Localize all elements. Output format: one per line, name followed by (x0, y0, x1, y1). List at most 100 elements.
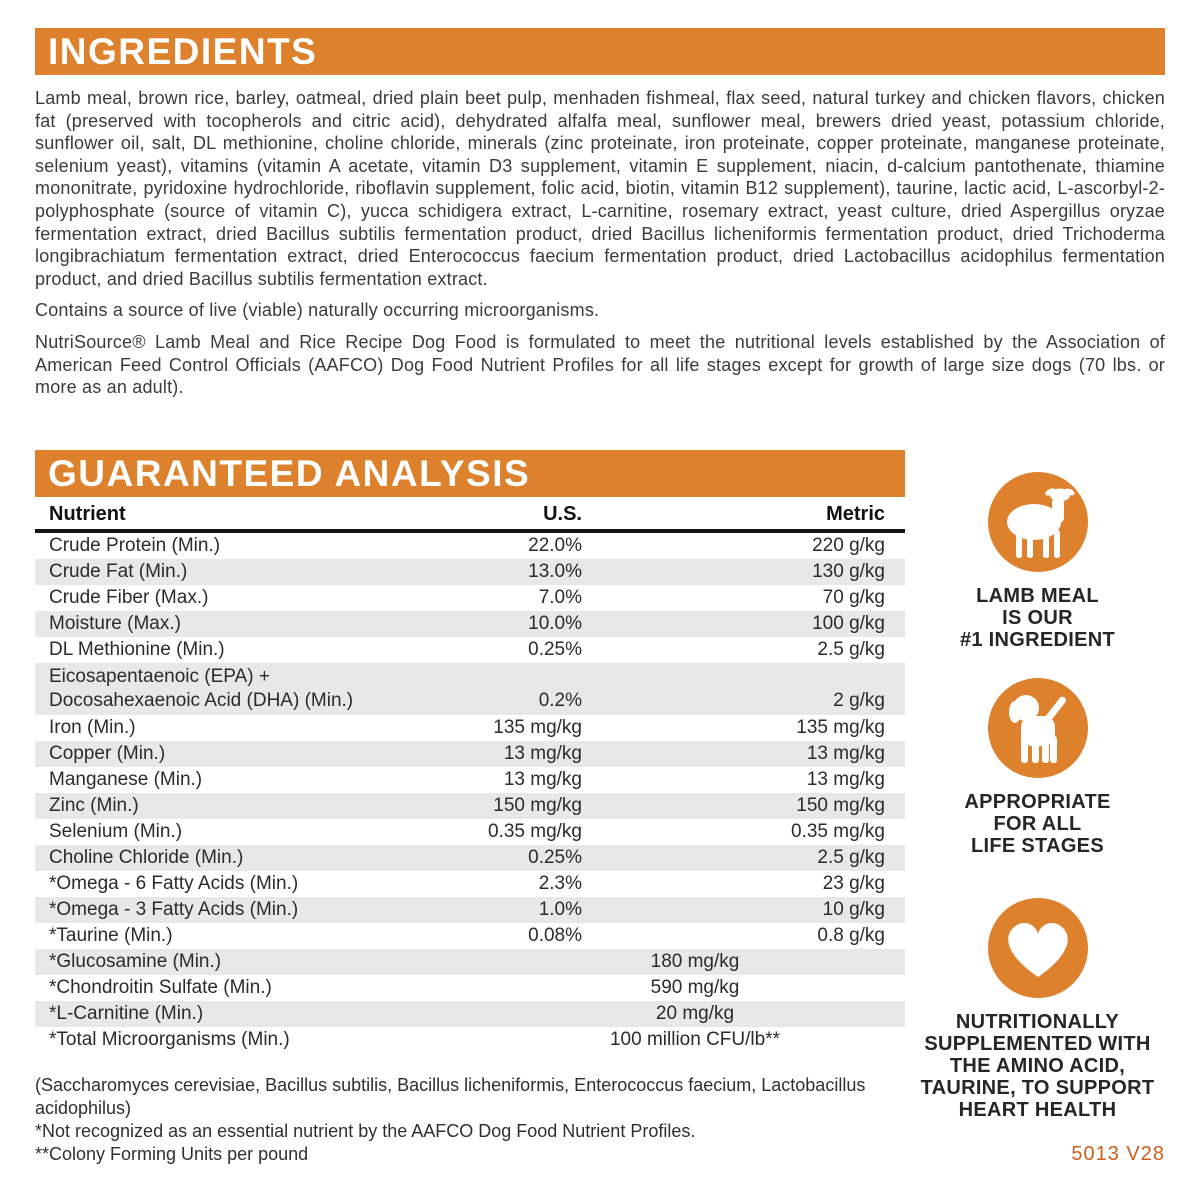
footnote-species: (Saccharomyces cerevisiae, Bacillus subt… (35, 1075, 866, 1118)
table-row: *Omega - 6 Fatty Acids (Min.) 2.3% 23 g/kg (35, 871, 905, 897)
metric-value-cell: 220 g/kg (812, 535, 885, 556)
us-value-cell: 22.0% (528, 535, 582, 556)
table-row: Manganese (Min.) 13 mg/kg 13 mg/kg (35, 767, 905, 793)
metric-value-cell: 135 mg/kg (796, 717, 885, 738)
table-row: *Chondroitin Sulfate (Min.) 590 mg/kg (35, 975, 905, 1001)
table-row: *Omega - 3 Fatty Acids (Min.) 1.0% 10 g/kg (35, 897, 905, 923)
us-value-cell: 150 mg/kg (493, 795, 582, 816)
metric-value-cell: 2.5 g/kg (817, 639, 885, 660)
footnote-cfu: **Colony Forming Units per pound (35, 1144, 309, 1164)
metric-value-cell: 2 g/kg (833, 690, 885, 711)
table-row: Moisture (Max.) 10.0% 100 g/kg (35, 611, 905, 637)
nutrient-cell: *Total Microorganisms (Min.) (49, 1029, 290, 1050)
column-header-nutrient: Nutrient (49, 503, 126, 525)
puppy-icon (987, 678, 1088, 778)
nutrient-cell: Selenium (Min.) (49, 821, 183, 842)
metric-value-cell: 23 g/kg (822, 873, 885, 894)
badge-rail: LAMB MEAL IS OUR #1 INGREDIENT APPROPRIA… (905, 450, 1170, 1200)
table-row: Crude Fat (Min.) 13.0% 130 g/kg (35, 559, 905, 585)
table-row: *Taurine (Min.) 0.08% 0.8 g/kg (35, 923, 905, 949)
nutrient-cell: *L-Carnitine (Min.) (49, 1003, 204, 1024)
badge-life-stages: APPROPRIATE FOR ALL LIFE STAGES (905, 678, 1170, 857)
table-row: DL Methionine (Min.) 0.25% 2.5 g/kg (35, 637, 905, 663)
ingredients-title: INGREDIENTS (48, 31, 318, 72)
analysis-header-bar: GUARANTEED ANALYSIS (35, 450, 905, 497)
column-header-metric: Metric (826, 503, 885, 525)
nutrient-cell: *Chondroitin Sulfate (Min.) (49, 977, 272, 998)
table-row: Selenium (Min.) 0.35 mg/kg 0.35 mg/kg (35, 819, 905, 845)
ingredients-header-bar: INGREDIENTS (35, 28, 1165, 75)
lamb-icon (987, 472, 1088, 572)
analysis-footnotes: (Saccharomyces cerevisiae, Bacillus subt… (35, 1074, 905, 1166)
metric-value-cell: 10 g/kg (822, 899, 885, 920)
nutrient-cell: *Glucosamine (Min.) (49, 951, 222, 972)
heart-icon (987, 898, 1088, 998)
nutrient-cell: Crude Fiber (Max.) (49, 587, 209, 608)
ingredients-list-text: Lamb meal, brown rice, barley, oatmeal, … (35, 88, 1165, 289)
metric-value-cell: 130 g/kg (812, 561, 885, 582)
us-value-cell: 10.0% (528, 613, 582, 634)
nutrient-cell: Eicosapentaenoic (EPA) + Docosahexaenoic… (49, 666, 354, 711)
microorganisms-note: Contains a source of live (viable) natur… (35, 300, 600, 321)
metric-value-cell: 13 mg/kg (806, 769, 885, 790)
us-value-cell: 13.0% (528, 561, 582, 582)
nutrient-cell: *Taurine (Min.) (49, 925, 173, 946)
us-value-cell: 1.0% (538, 899, 582, 920)
table-row: Choline Chloride (Min.) 0.25% 2.5 g/kg (35, 845, 905, 871)
us-value-cell: 0.2% (538, 690, 582, 711)
analysis-table-header: Nutrient U.S. Metric (35, 497, 905, 533)
us-value-cell: 7.0% (538, 587, 582, 608)
nutrient-cell: Manganese (Min.) (49, 769, 203, 790)
us-value-cell: 2.3% (538, 873, 582, 894)
column-header-us: U.S. (543, 503, 582, 525)
metric-value-cell: 0.8 g/kg (817, 925, 885, 946)
metric-value-cell: 100 g/kg (812, 613, 885, 634)
nutrient-cell: Moisture (Max.) (49, 613, 181, 634)
nutrient-cell: Crude Protein (Min.) (49, 535, 221, 556)
table-row: Iron (Min.) 135 mg/kg 135 mg/kg (35, 715, 905, 741)
badge-lamb-meal: LAMB MEAL IS OUR #1 INGREDIENT (905, 472, 1170, 651)
us-value-cell: 135 mg/kg (493, 717, 582, 738)
badge-life-stages-label: APPROPRIATE FOR ALL LIFE STAGES (964, 791, 1111, 857)
value-span-cell: 590 mg/kg (650, 977, 740, 998)
ingredients-section: INGREDIENTS Lamb meal, brown rice, barle… (35, 28, 1165, 408)
table-row: Crude Protein (Min.) 22.0% 220 g/kg (35, 533, 905, 559)
badge-lamb-label: LAMB MEAL IS OUR #1 INGREDIENT (959, 585, 1116, 651)
value-span-cell: 20 mg/kg (655, 1003, 735, 1024)
us-value-cell: 0.08% (528, 925, 582, 946)
us-value-cell: 13 mg/kg (503, 769, 582, 790)
analysis-rows: Crude Protein (Min.) 22.0% 220 g/kg Crude F… (35, 533, 905, 1053)
badge-heart-health-label: NUTRITIONALLY SUPPLEMENTED WITH THE AMIN… (920, 1011, 1155, 1121)
ingredients-copy: Lamb meal, brown rice, barley, oatmeal, … (35, 87, 1165, 399)
badge-heart-health: NUTRITIONALLY SUPPLEMENTED WITH THE AMIN… (905, 898, 1170, 1121)
table-row: Zinc (Min.) 150 mg/kg 150 mg/kg (35, 793, 905, 819)
nutrient-cell: DL Methionine (Min.) (49, 639, 225, 660)
us-value-cell: 0.25% (528, 639, 582, 660)
us-value-cell: 13 mg/kg (503, 743, 582, 764)
value-span-cell: 180 mg/kg (650, 951, 740, 972)
nutrient-cell: *Omega - 6 Fatty Acids (Min.) (49, 873, 299, 894)
metric-value-cell: 2.5 g/kg (817, 847, 885, 868)
nutrient-cell: Choline Chloride (Min.) (49, 847, 244, 868)
us-value-cell: 0.35 mg/kg (488, 821, 582, 842)
table-row: Eicosapentaenoic (EPA) + Docosahexaenoic… (35, 663, 905, 715)
nutrient-cell: Iron (Min.) (49, 717, 136, 738)
metric-value-cell: 70 g/kg (822, 587, 885, 608)
nutrient-cell: *Omega - 3 Fatty Acids (Min.) (49, 899, 299, 920)
table-row: Crude Fiber (Max.) 7.0% 70 g/kg (35, 585, 905, 611)
us-value-cell: 0.25% (528, 847, 582, 868)
nutrient-cell: Copper (Min.) (49, 743, 166, 764)
table-row: Copper (Min.) 13 mg/kg 13 mg/kg (35, 741, 905, 767)
metric-value-cell: 0.35 mg/kg (791, 821, 885, 842)
table-row: *Total Microorganisms (Min.) 100 million … (35, 1027, 905, 1053)
analysis-title: GUARANTEED ANALYSIS (48, 453, 531, 494)
metric-value-cell: 13 mg/kg (806, 743, 885, 764)
product-code: 5013 V28 (1071, 1143, 1165, 1165)
value-span-cell: 100 million CFU/lb** (609, 1029, 780, 1050)
guaranteed-analysis-section: GUARANTEED ANALYSIS Nutrient U.S. Metric… (35, 450, 905, 1166)
metric-value-cell: 150 mg/kg (796, 795, 885, 816)
footnote-aafco: *Not recognized as an essential nutrient… (35, 1121, 696, 1141)
nutrient-cell: Zinc (Min.) (49, 795, 139, 816)
aafco-statement: NutriSource® Lamb Meal and Rice Recipe D… (35, 331, 1165, 398)
table-row: *L-Carnitine (Min.) 20 mg/kg (35, 1001, 905, 1027)
